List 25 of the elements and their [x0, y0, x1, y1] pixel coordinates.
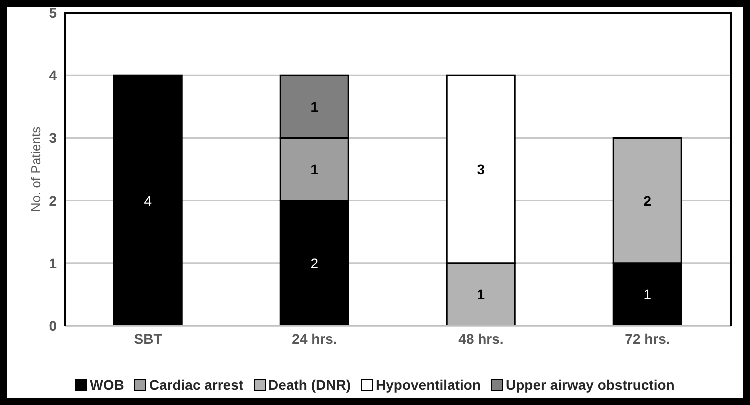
y-tick-label: 4	[49, 68, 58, 84]
x-tick-label: 24 hrs.	[292, 330, 338, 347]
legend-label: Cardiac arrest	[149, 377, 244, 393]
data-label: 1	[310, 162, 319, 178]
x-tick-label: SBT	[134, 330, 163, 347]
x-tick-label: 72 hrs.	[625, 330, 670, 347]
legend-label: Hypoventilation	[376, 377, 482, 393]
legend-label: Death (DNR)	[268, 377, 351, 393]
data-label: 3	[477, 162, 486, 178]
legend-label: Upper airway obstruction	[506, 377, 675, 393]
data-label: 1	[644, 286, 652, 303]
y-tick-label: 3	[49, 130, 58, 146]
y-tick-label: 1	[49, 255, 58, 272]
bar	[113, 74, 183, 326]
data-label: 1	[477, 286, 486, 303]
data-label: 1	[310, 98, 319, 115]
y-tick-label: 0	[49, 318, 58, 334]
y-axis-title: No. of Patients	[28, 126, 44, 212]
data-label: 2	[310, 255, 319, 272]
y-tick-label: 2	[49, 192, 58, 209]
legend-label: WOB	[90, 377, 124, 393]
data-label: 4	[144, 192, 152, 209]
data-label: 2	[644, 192, 652, 209]
y-tick-label: 5	[49, 4, 58, 21]
x-tick-label: 48 hrs.	[458, 330, 504, 347]
